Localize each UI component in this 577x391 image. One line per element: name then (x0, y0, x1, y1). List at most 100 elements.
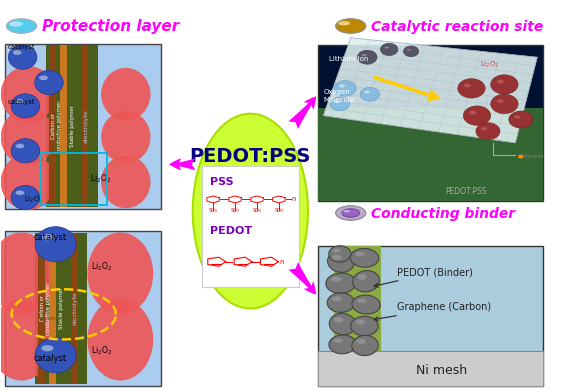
Text: SO₃: SO₃ (253, 208, 261, 213)
Bar (38, 233, 44, 384)
Ellipse shape (16, 190, 24, 195)
Bar (5, 43, 162, 209)
Ellipse shape (357, 339, 366, 344)
Text: catalyst: catalyst (33, 354, 67, 363)
Bar (46, 45, 98, 207)
Ellipse shape (11, 185, 40, 210)
Ellipse shape (332, 255, 342, 260)
Ellipse shape (358, 274, 367, 280)
Ellipse shape (330, 97, 350, 111)
Ellipse shape (87, 233, 153, 314)
Ellipse shape (355, 252, 365, 256)
Ellipse shape (101, 111, 151, 163)
Text: Oxygen
Molecule: Oxygen Molecule (323, 90, 354, 103)
Bar (60, 45, 66, 207)
Bar (202, 166, 299, 287)
Ellipse shape (334, 81, 356, 96)
Ellipse shape (1, 154, 55, 210)
Text: electrolyte: electrolyte (83, 109, 88, 143)
Ellipse shape (16, 143, 24, 148)
Text: SO₃: SO₃ (231, 208, 239, 213)
Ellipse shape (9, 22, 23, 27)
Ellipse shape (327, 293, 355, 312)
Text: SO₃: SO₃ (209, 208, 218, 213)
Text: Conducting binder: Conducting binder (371, 207, 515, 221)
Text: n: n (279, 259, 284, 265)
Text: PEDOT (Binder): PEDOT (Binder) (374, 267, 473, 287)
Ellipse shape (343, 210, 350, 212)
Ellipse shape (497, 80, 504, 84)
Text: Li$_2$O$_2$: Li$_2$O$_2$ (479, 60, 499, 70)
Text: PEDOT: PEDOT (210, 226, 252, 237)
Text: Stable polymer: Stable polymer (59, 287, 64, 330)
Bar (35, 233, 87, 384)
Bar (41, 152, 107, 205)
Ellipse shape (332, 296, 342, 301)
Ellipse shape (326, 273, 356, 293)
Ellipse shape (514, 115, 520, 119)
Ellipse shape (360, 87, 380, 101)
Bar (334, 246, 381, 352)
Ellipse shape (11, 139, 40, 163)
Ellipse shape (1, 66, 55, 122)
Ellipse shape (355, 320, 365, 325)
Bar (49, 45, 55, 207)
Bar (318, 352, 543, 386)
Ellipse shape (380, 43, 398, 56)
Ellipse shape (9, 45, 37, 69)
Text: Catalytic reaction site: Catalytic reaction site (371, 20, 544, 34)
Ellipse shape (334, 338, 343, 343)
Text: Li$_2$O$_2$: Li$_2$O$_2$ (91, 260, 113, 273)
Text: catalyst: catalyst (33, 233, 67, 242)
Ellipse shape (470, 111, 476, 115)
Text: Lithium Ion: Lithium Ion (329, 56, 368, 62)
Ellipse shape (352, 335, 379, 355)
Bar (318, 246, 543, 386)
Text: Electron: Electron (523, 154, 544, 160)
Ellipse shape (39, 75, 48, 80)
Text: electrolyte: electrolyte (72, 292, 77, 325)
Text: catalyst: catalyst (8, 99, 35, 105)
Ellipse shape (1, 109, 55, 165)
Text: decomposition: decomposition (40, 316, 76, 321)
Ellipse shape (101, 156, 151, 208)
Text: Ni mesh: Ni mesh (416, 364, 467, 377)
Ellipse shape (334, 100, 340, 103)
Text: Li$_2$O$_2$: Li$_2$O$_2$ (91, 344, 113, 357)
Ellipse shape (490, 75, 518, 94)
Text: n: n (291, 196, 296, 203)
Ellipse shape (16, 99, 24, 104)
Text: Li$_2$O$_2$: Li$_2$O$_2$ (24, 194, 44, 204)
Ellipse shape (463, 106, 490, 126)
Bar (71, 233, 77, 384)
Ellipse shape (101, 68, 151, 120)
Ellipse shape (329, 246, 351, 262)
Ellipse shape (336, 206, 366, 220)
Text: catalyst: catalyst (8, 45, 35, 50)
Ellipse shape (0, 299, 54, 380)
Ellipse shape (331, 276, 342, 282)
Ellipse shape (328, 251, 354, 273)
Ellipse shape (193, 114, 308, 308)
Text: Carbon or
conductive polymer: Carbon or conductive polymer (51, 100, 62, 152)
Text: Li$_2$O$_2$: Li$_2$O$_2$ (90, 173, 111, 185)
Ellipse shape (497, 99, 504, 103)
Text: Protection layer: Protection layer (42, 19, 179, 34)
Text: PSS: PSS (210, 177, 234, 187)
Bar (82, 45, 88, 207)
Ellipse shape (476, 123, 500, 140)
Ellipse shape (329, 335, 356, 354)
Ellipse shape (42, 234, 53, 240)
Polygon shape (323, 38, 537, 143)
Ellipse shape (35, 227, 76, 262)
Ellipse shape (333, 249, 340, 253)
Text: Graphene (Carbon): Graphene (Carbon) (374, 302, 492, 321)
Ellipse shape (518, 154, 523, 158)
Ellipse shape (481, 127, 488, 130)
Ellipse shape (353, 271, 380, 292)
Ellipse shape (338, 21, 350, 25)
Text: PEDOT:PSS: PEDOT:PSS (445, 187, 487, 196)
Ellipse shape (6, 19, 36, 33)
Text: PEDOT:PSS: PEDOT:PSS (190, 147, 311, 166)
Ellipse shape (35, 70, 63, 95)
